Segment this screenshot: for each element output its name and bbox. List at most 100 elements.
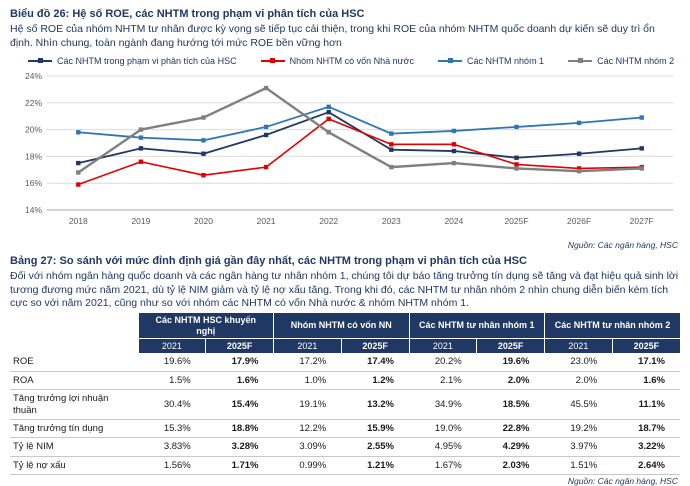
- table-cell: 15.3%: [138, 419, 206, 439]
- data-point-marker: [389, 147, 394, 152]
- data-point-marker: [514, 155, 519, 160]
- chart-description: Hệ số ROE của nhóm NHTM tư nhân được kỳ …: [10, 23, 655, 49]
- table-cell: 4.95%: [409, 437, 477, 457]
- x-tick-label: 2022: [319, 216, 338, 226]
- y-tick-label: 14%: [25, 205, 42, 215]
- table-corner-cell: [10, 338, 138, 354]
- x-tick-label: 2019: [131, 216, 150, 226]
- table-cell: 17.2%: [273, 353, 342, 372]
- data-point-marker: [263, 124, 269, 129]
- table-cell: 2.0%: [476, 371, 545, 391]
- table-cell: 2.03%: [476, 456, 545, 476]
- y-tick-label: 22%: [25, 98, 42, 108]
- table-year-header: 2021: [137, 337, 206, 354]
- table-cell: 1.5%: [138, 371, 206, 391]
- x-tick-label: 2027F: [630, 216, 654, 226]
- row-label: Tăng trưởng lợi nhuận thuần: [10, 389, 138, 420]
- data-point-marker: [639, 145, 644, 151]
- table-cell: 19.6%: [476, 353, 545, 372]
- table-year-header: 2025F: [340, 337, 409, 354]
- legend-label: Các NHTM nhóm 1: [467, 55, 545, 66]
- data-point-marker: [263, 85, 269, 90]
- table-year-header: 2021: [273, 337, 342, 354]
- table-cell: 19.6%: [138, 353, 206, 372]
- data-point-marker: [263, 164, 269, 170]
- table-cell: 1.2%: [341, 371, 409, 391]
- y-tick-label: 18%: [25, 151, 42, 161]
- table-cell: 17.4%: [341, 353, 409, 372]
- chart-source: Nguồn: Các ngân hàng, HSC: [567, 239, 678, 250]
- series-line: [77, 86, 642, 174]
- table-cell: 15.4%: [205, 389, 274, 420]
- table-cell: 3.83%: [138, 437, 206, 457]
- table-group-header: Các NHTM HSC khuyến nghị: [137, 313, 274, 339]
- data-point-marker: [514, 124, 519, 129]
- table-cell: 20.2%: [409, 353, 477, 372]
- table-row: ROA 1.5% 1.6% 1.0% 1.2% 2.1% 2.0% 2.0% 1.6%: [10, 371, 680, 391]
- table-cell: 19.1%: [273, 389, 342, 420]
- table-corner-cell: [10, 313, 138, 339]
- data-point-marker: [576, 151, 582, 156]
- table-cell: 3.09%: [273, 437, 342, 457]
- table-cell: 23.0%: [544, 353, 613, 372]
- table-cell: 15.9%: [341, 419, 409, 439]
- table-cell: 18.7%: [612, 419, 680, 439]
- row-label: Tăng trưởng tín dụng: [10, 419, 138, 439]
- row-label: Tỷ lệ NIM: [10, 437, 138, 457]
- table-cell: 34.9%: [409, 389, 477, 420]
- table-cell: 19.0%: [409, 419, 477, 439]
- data-point-marker: [76, 182, 81, 187]
- data-point-marker: [201, 115, 206, 120]
- chart-legend: Các NHTM trong phạm vi phân tích của HSC…: [28, 56, 680, 66]
- data-point-marker: [389, 164, 394, 170]
- table-cell: 2.0%: [544, 371, 613, 391]
- x-tick-label: 2026F: [567, 216, 591, 226]
- data-point-marker: [138, 159, 144, 164]
- table-cell: 1.6%: [205, 371, 274, 391]
- series-line: [78, 105, 642, 141]
- table-cell: 30.4%: [138, 389, 206, 420]
- table-cell: 18.5%: [476, 389, 545, 420]
- data-point-marker: [138, 145, 144, 151]
- data-point-marker: [326, 104, 331, 109]
- chart-title: Biểu đồ 26: Hệ số ROE, các NHTM trong ph…: [10, 8, 365, 20]
- comparison-table: Các NHTM HSC khuyến nghị Nhóm NHTM có vốn…: [10, 313, 680, 476]
- series-3: [76, 104, 644, 143]
- data-point-marker: [451, 148, 457, 153]
- table-group-header: Các NHTM tư nhân nhóm 1: [408, 313, 545, 339]
- legend-item: Nhóm NHTM có vốn Nhà nước: [260, 56, 414, 66]
- table-group-header: Các NHTM tư nhân nhóm 2: [544, 313, 680, 339]
- legend-item: Các NHTM trong phạm vi phân tích của HSC: [28, 56, 237, 66]
- table-head: Các NHTM HSC khuyến nghị Nhóm NHTM có vốn…: [10, 313, 680, 354]
- roe-chart-svg: 14% 16% 18% 20% 22% 24% 2018 2019 2020 2021 2022 20…: [25, 71, 673, 226]
- table-group-header: Nhóm NHTM có vốn NN: [273, 313, 409, 339]
- data-point-marker: [514, 161, 519, 167]
- data-point-marker: [576, 168, 582, 174]
- table-cell: 2.55%: [341, 437, 409, 457]
- table-title: Bảng 27: So sánh với mức đỉnh định giá g…: [10, 254, 527, 267]
- legend-label: Các NHTM nhóm 2: [597, 55, 675, 66]
- legend-label: Các NHTM trong phạm vi phân tích của HSC: [57, 55, 237, 66]
- chart-section: Biểu đồ 26: Hệ số ROE, các NHTM trong ph…: [10, 8, 680, 250]
- data-point-marker: [201, 151, 206, 156]
- table-section: Bảng 27: So sánh với mức đỉnh định giá g…: [10, 255, 680, 486]
- x-tick-label: 2021: [257, 216, 276, 226]
- table-cell: 2.64%: [612, 456, 680, 476]
- data-point-marker: [326, 116, 331, 121]
- data-point-marker: [451, 141, 457, 147]
- table-cell: 1.67%: [409, 456, 477, 476]
- data-point-marker: [451, 160, 457, 166]
- table-cell: 45.5%: [544, 389, 613, 420]
- table-row: ROE 19.6% 17.9% 17.2% 17.4% 20.2% 19.6% 23.0% 17…: [10, 353, 680, 372]
- table-cell: 1.71%: [205, 456, 274, 476]
- table-row: Tăng trưởng lợi nhuận thuần 30.4% 15.4% 19.…: [10, 389, 680, 420]
- data-point-marker: [451, 128, 457, 133]
- legend-line-marker-icon: [28, 57, 52, 65]
- legend-item: Các NHTM nhóm 2: [568, 56, 674, 66]
- table-row: Tỷ lệ nợ xấu 1.56% 1.71% 0.99% 1.21% 1.67% 2.0…: [10, 456, 680, 476]
- table-year-header: 2025F: [205, 337, 274, 354]
- table-cell: 18.8%: [205, 419, 274, 439]
- data-point-marker: [639, 165, 644, 171]
- data-point-marker: [576, 165, 582, 171]
